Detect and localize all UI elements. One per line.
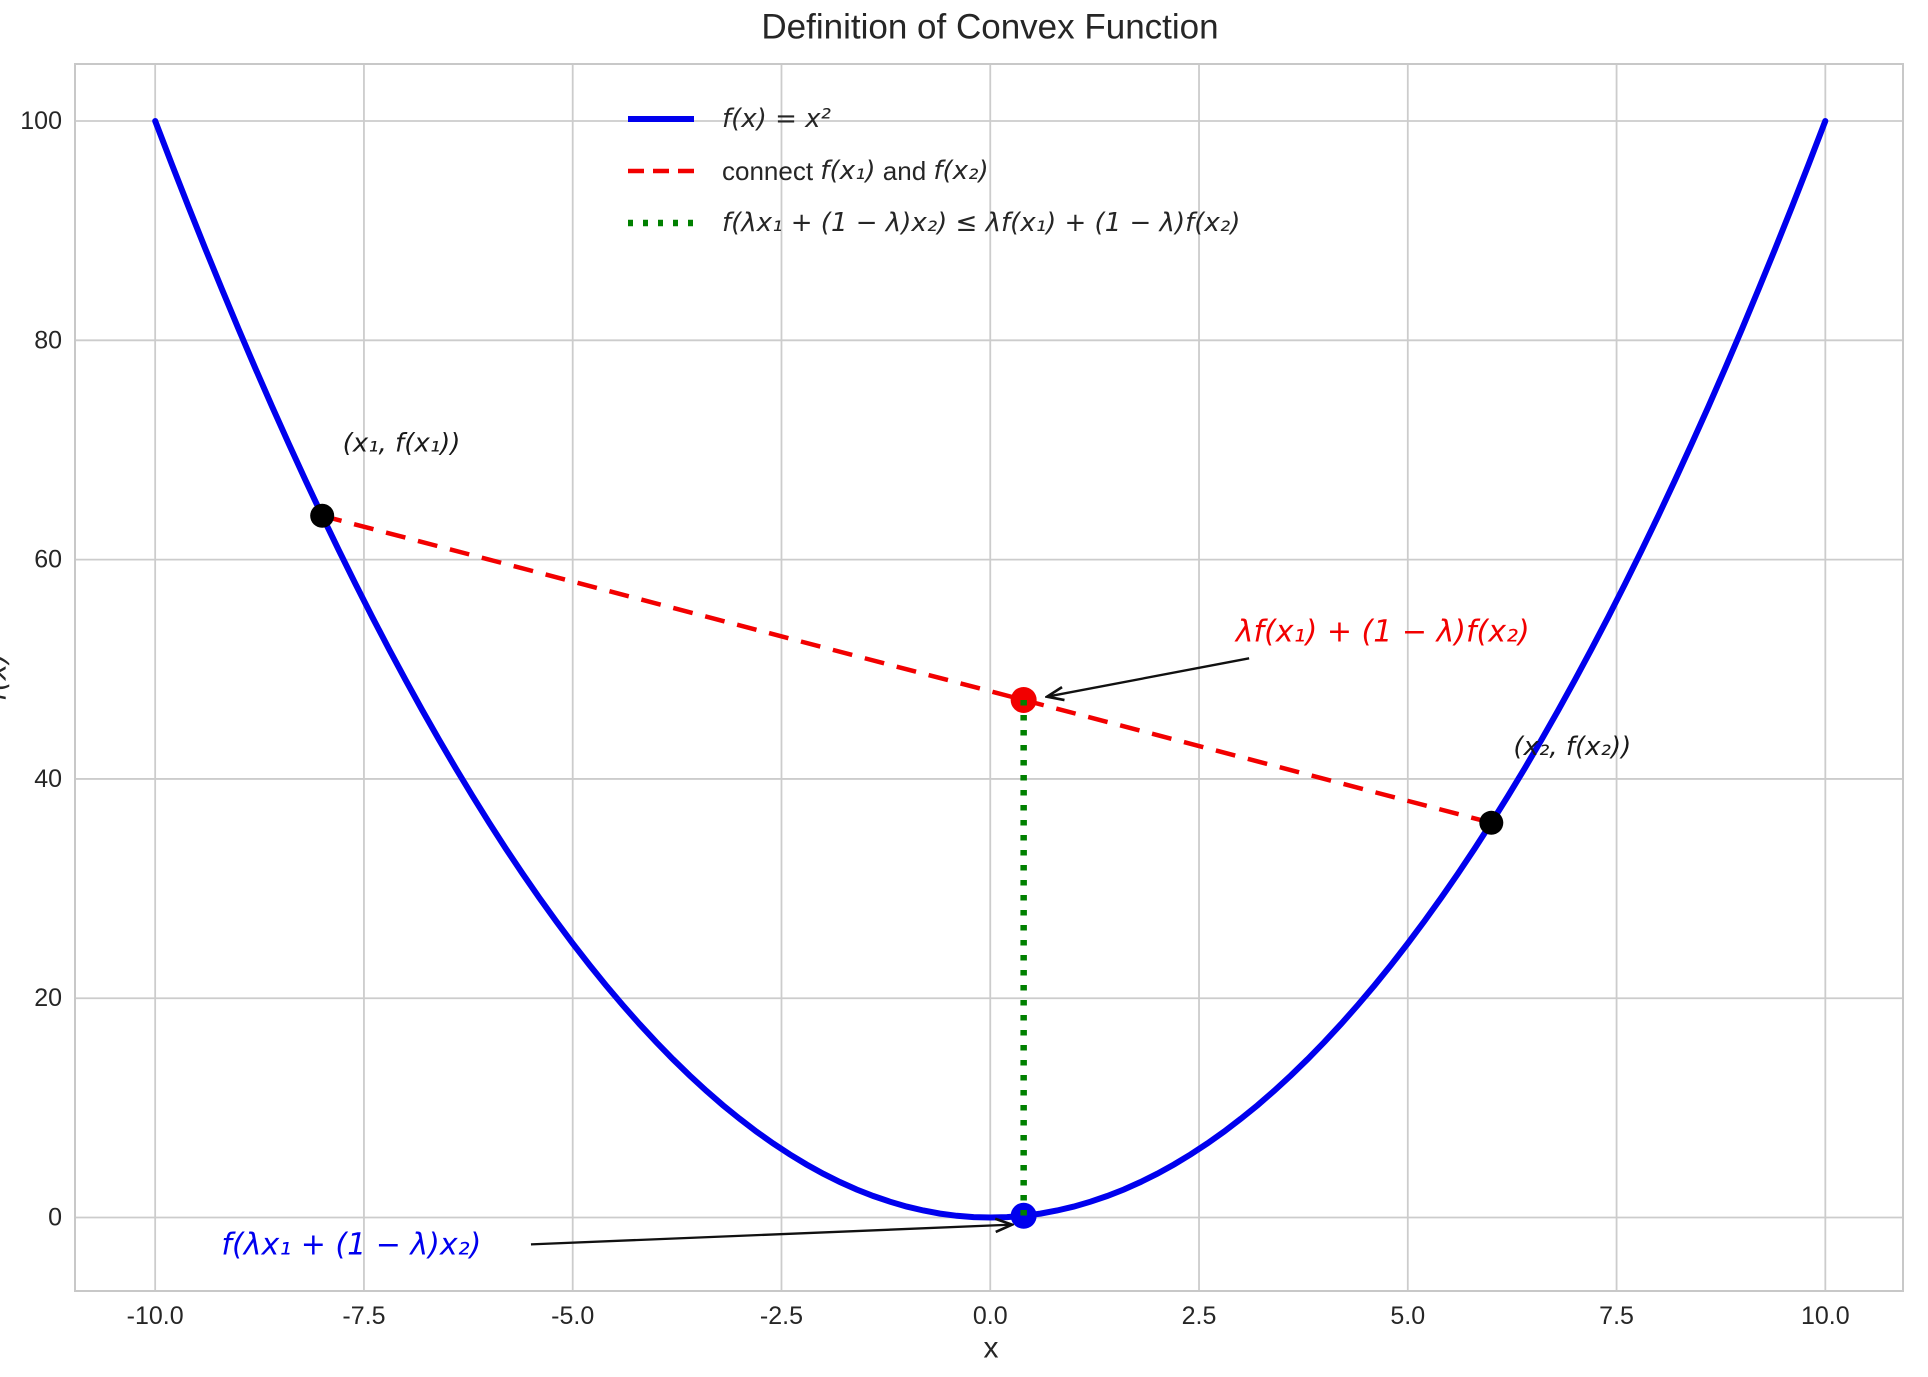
point-x2 — [1479, 810, 1504, 835]
plot-frame — [74, 63, 1904, 1292]
x-tick-label: -7.5 — [342, 1302, 385, 1330]
label-chord-value-arrow — [1047, 657, 1250, 696]
y-tick-label: 80 — [34, 326, 62, 354]
data-points — [310, 503, 1504, 1229]
chord-line — [321, 513, 1492, 825]
x-tick-label: 5.0 — [1390, 1302, 1425, 1330]
x-tick-label: 10.0 — [1801, 1302, 1850, 1330]
label-point-x1: (x₁, f(x₁)) — [343, 428, 461, 458]
x-tick-label: 0.0 — [973, 1302, 1008, 1330]
legend-label: f(λx₁ + (1 − λ)x₂) ≤ λf(x₁) + (1 − λ)f(x… — [722, 208, 1240, 238]
annotations: (x₁, f(x₁)) (x₂, f(x₂)) λf(x₁) + (1 − λ)f(… — [221, 428, 1631, 1262]
axis-tick-labels: -10.0 -7.5 -5.0 -2.5 0.0 2.5 5.0 7.5 10.0 0 20 40 60… — [20, 107, 1849, 1330]
y-tick-label: 0 — [48, 1204, 62, 1232]
chart-title: Definition of Convex Function — [761, 8, 1218, 47]
y-axis-label: f(x) — [0, 653, 13, 701]
label-function-value-arrow — [530, 1225, 1012, 1246]
x-tick-label: -10.0 — [127, 1302, 184, 1330]
legend: f(x) = x² connect f(x₁) and f(x₂) f(λx₁ + … — [628, 104, 1240, 238]
gridlines — [75, 64, 1903, 1291]
legend-label: f(x) = x² — [722, 104, 831, 134]
label-point-x2: (x₂, f(x₂)) — [1513, 732, 1631, 762]
y-tick-label: 60 — [34, 546, 62, 574]
x-axis-label: x — [984, 1332, 999, 1365]
x-tick-label: 2.5 — [1182, 1302, 1217, 1330]
label-function-value: f(λx₁ + (1 − λ)x₂) — [221, 1227, 481, 1262]
y-tick-label: 40 — [34, 765, 62, 793]
y-tick-label: 20 — [34, 984, 62, 1012]
x-tick-label: -2.5 — [760, 1302, 803, 1330]
x-tick-label: 7.5 — [1599, 1302, 1634, 1330]
legend-label: connect f(x₁) and f(x₂) — [722, 156, 989, 186]
label-chord-value: λf(x₁) + (1 − λ)f(x₂) — [1234, 614, 1530, 649]
function-curve — [152, 118, 1829, 1221]
point-function-at-combination — [1010, 1202, 1037, 1229]
y-tick-label: 100 — [20, 107, 62, 135]
series-lines — [152, 118, 1829, 1221]
x-tick-label: -5.0 — [551, 1302, 594, 1330]
point-x1 — [310, 503, 335, 528]
